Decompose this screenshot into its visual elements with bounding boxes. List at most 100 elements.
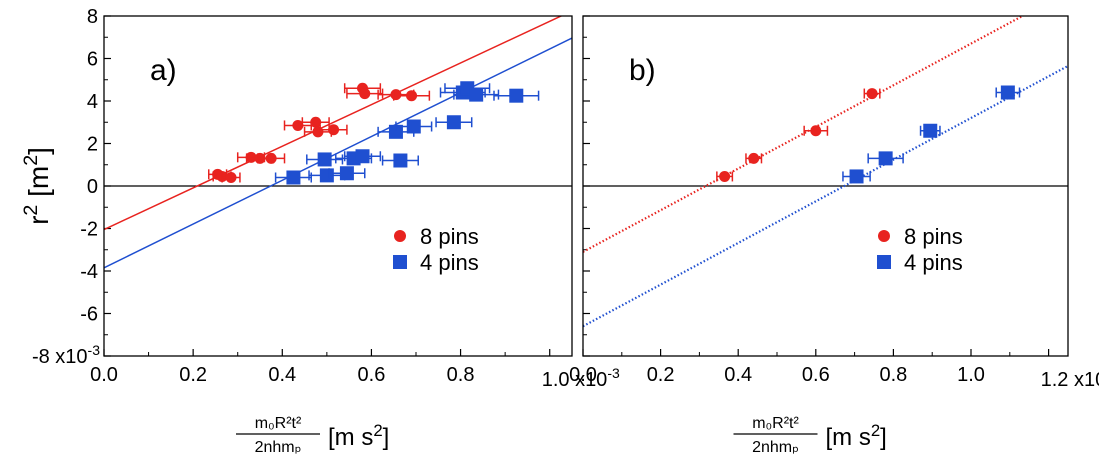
x-tick-label: 0.6 — [802, 364, 830, 386]
marker-square — [355, 149, 370, 164]
x-tick-label: 0.6 — [358, 364, 386, 386]
data-point — [863, 88, 881, 100]
x-tick-label-exponent: 1.0 x10-3 — [542, 365, 620, 391]
panel-label-b: b) — [629, 54, 656, 87]
y-tick-label: 6 — [87, 49, 98, 71]
marker-square — [339, 166, 354, 181]
marker-circle — [328, 124, 340, 136]
y-axis-label: r2 [m2] — [20, 147, 54, 225]
marker-square — [878, 151, 893, 166]
data-point — [343, 149, 382, 164]
legend-label: 4 pins — [420, 250, 479, 275]
data-point — [303, 126, 333, 138]
marker-square — [286, 170, 301, 185]
x-tick-label: 0.4 — [724, 364, 752, 386]
marker-circle — [748, 152, 760, 164]
legend-marker-circle — [394, 230, 406, 242]
data-point — [867, 151, 904, 166]
legend-marker-circle — [878, 230, 890, 242]
plot-frame — [103, 15, 573, 357]
data-point — [453, 87, 500, 102]
data-point — [343, 82, 382, 94]
data-point — [381, 153, 419, 168]
marker-circle — [245, 151, 257, 163]
fit-line-4-pins — [104, 37, 572, 269]
marker-square — [509, 88, 524, 103]
marker-circle — [265, 152, 277, 164]
x-label-numerator: m₀R²t² — [752, 415, 799, 432]
panel-label-a: a) — [150, 54, 177, 87]
x-tick-label: 0.8 — [447, 364, 475, 386]
marker-circle — [359, 88, 371, 100]
data-point — [301, 116, 330, 128]
data-point — [803, 125, 829, 137]
marker-square — [469, 87, 484, 102]
plot-frame — [582, 15, 1069, 357]
data-point — [842, 169, 871, 184]
marker-square — [923, 123, 938, 138]
data-point — [274, 170, 313, 185]
y-axis-label-text: r2 [m2] — [20, 147, 54, 225]
marker-square — [446, 115, 461, 130]
marker-square — [388, 124, 403, 139]
x-tick-label: 0.8 — [879, 364, 907, 386]
y-tick-label: -2 — [80, 219, 98, 241]
y-tick-label: 8 — [87, 6, 98, 28]
x-tick-label: 0.0 — [90, 364, 118, 386]
x-label-unit: [m s2] — [328, 421, 389, 452]
x-axis-label: m₀R²t² 2nhmₚ [m s2] — [733, 415, 887, 456]
data-point — [257, 152, 286, 164]
legend-label: 8 pins — [904, 224, 963, 249]
x-label-unit: [m s2] — [826, 421, 887, 452]
legend-marker-square — [393, 255, 407, 269]
y-tick-label: -8 x10-3 — [32, 342, 100, 368]
x-label-numerator: m₀R²t² — [255, 415, 302, 432]
fit-line-8-pins — [583, 16, 1025, 253]
marker-circle — [225, 172, 237, 183]
marker-square — [393, 153, 408, 168]
x-tick-label: 0.4 — [268, 364, 296, 386]
data-point — [435, 115, 473, 130]
marker-square — [319, 168, 334, 183]
y-tick-label: 4 — [87, 91, 98, 113]
marker-circle — [292, 119, 304, 131]
data-point — [392, 90, 431, 102]
data-point — [716, 170, 734, 182]
marker-square — [849, 169, 864, 184]
y-tick-label: -4 — [80, 261, 98, 283]
marker-square — [1000, 85, 1015, 100]
marker-square — [317, 152, 332, 167]
marker-circle — [390, 89, 402, 101]
fit-line-8-pins — [104, 16, 563, 231]
data-point — [328, 166, 366, 181]
x-tick-label: 1.0 — [957, 364, 985, 386]
x-tick-label: 0.2 — [647, 364, 675, 386]
marker-circle — [310, 116, 322, 128]
data-point — [346, 88, 384, 100]
fit-line-4-pins — [583, 64, 1068, 328]
data-point — [319, 124, 348, 136]
x-label-denominator: 2nhmₚ — [752, 439, 799, 456]
x-axis-label: m₀R²t² 2nhmₚ [m s2] — [236, 415, 389, 456]
y-tick-label: -6 — [80, 304, 98, 326]
data-point — [221, 172, 241, 183]
data-point — [395, 119, 433, 134]
data-point — [283, 119, 313, 131]
marker-circle — [312, 126, 324, 138]
x-tick-label-exponent: 1.2 x10-3 — [1041, 365, 1099, 391]
legend-label: 4 pins — [904, 250, 963, 275]
x-tick-label: 0.2 — [179, 364, 207, 386]
marker-circle — [719, 170, 731, 182]
marker-square — [406, 119, 421, 134]
y-tick-label: 2 — [87, 134, 98, 156]
data-point — [306, 152, 344, 167]
data-point — [995, 85, 1021, 100]
legend-marker-square — [877, 255, 891, 269]
legend-label: 8 pins — [420, 224, 479, 249]
y-tick-label: 0 — [87, 176, 98, 198]
x-tick-label: 0.0 — [569, 364, 597, 386]
data-point — [919, 123, 941, 138]
